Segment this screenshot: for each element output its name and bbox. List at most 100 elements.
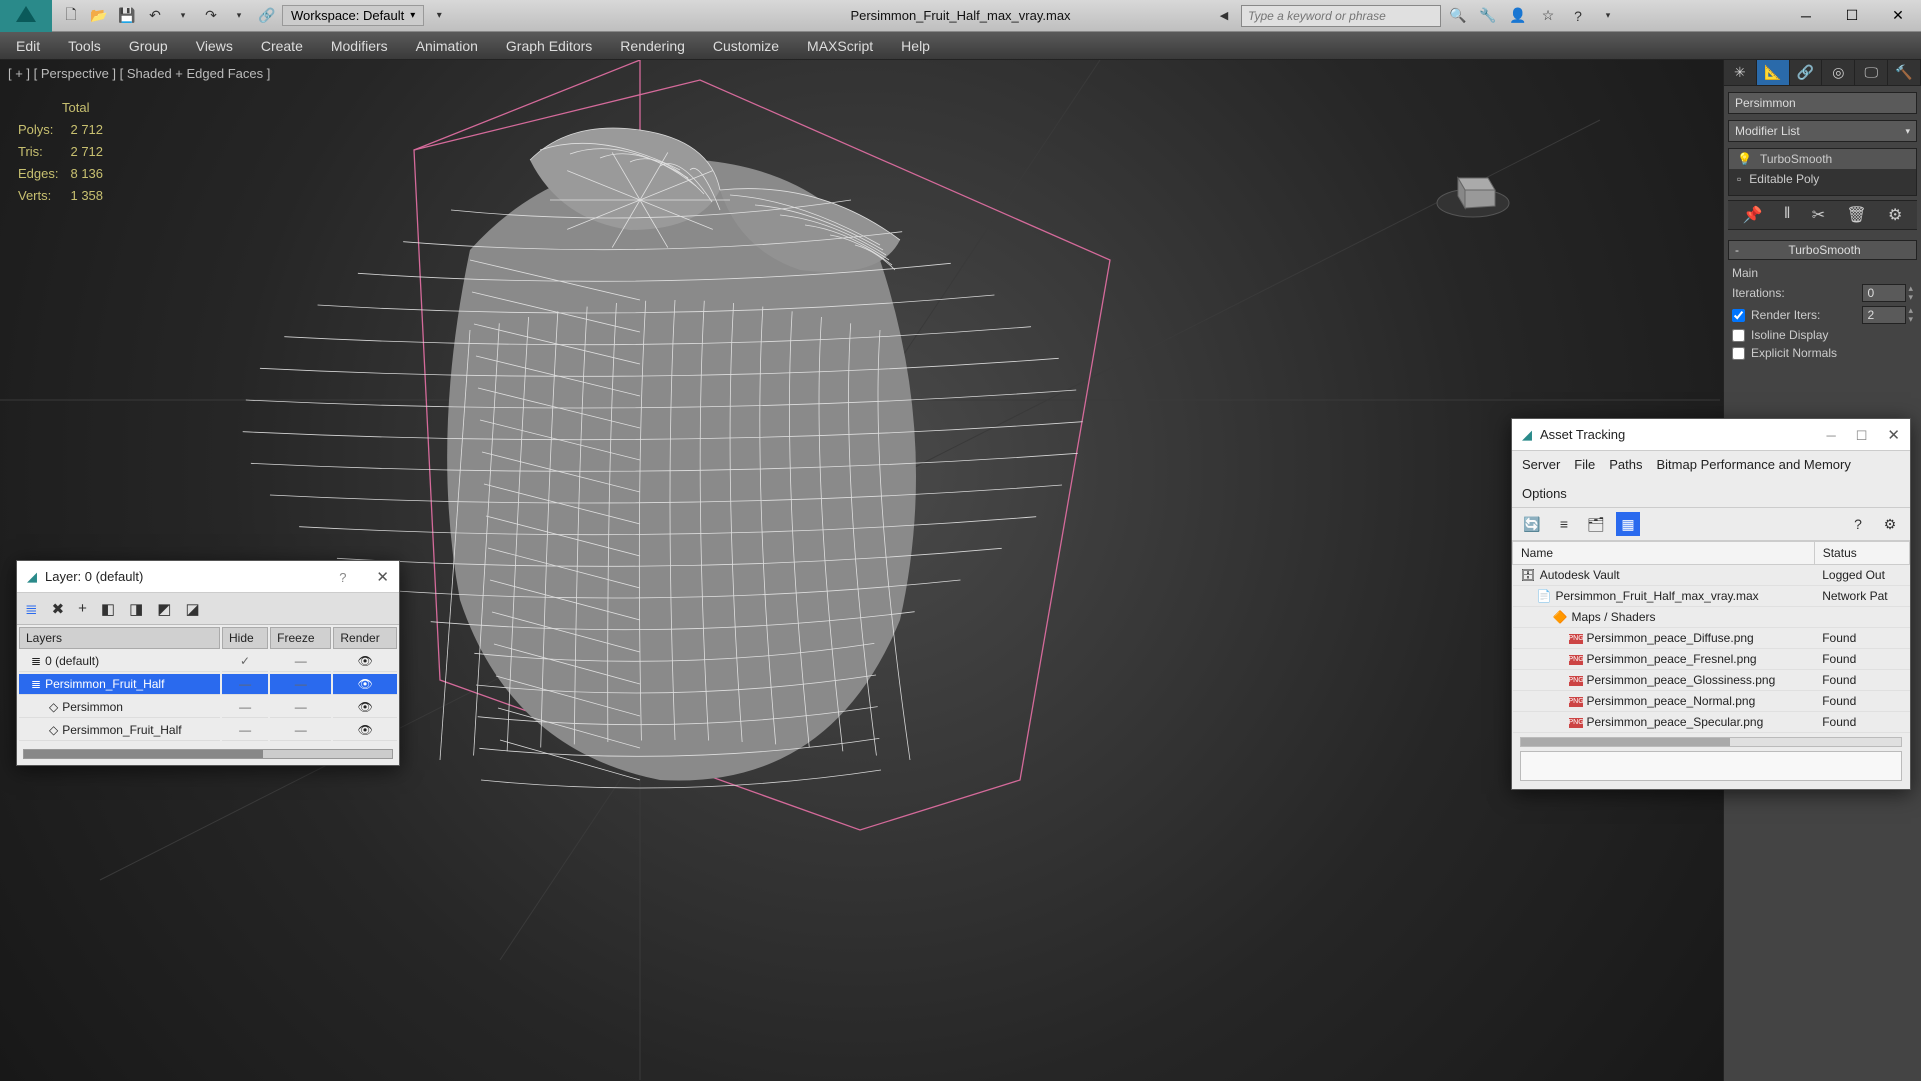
menu-modifiers[interactable]: Modifiers (331, 38, 388, 54)
asset-row[interactable]: PNGPersimmon_peace_Specular.pngFound (1513, 712, 1910, 733)
workspace-selector[interactable]: Workspace: Default ▾ (282, 5, 424, 26)
link-icon[interactable]: 🔗 (254, 3, 280, 29)
asset-col[interactable]: Status (1814, 542, 1909, 565)
layer-hide[interactable]: ✓ (222, 651, 268, 672)
menu-maxscript[interactable]: MAXScript (807, 38, 873, 54)
rollout-title[interactable]: -TurboSmooth (1728, 240, 1917, 260)
menu-create[interactable]: Create (261, 38, 303, 54)
app-icon[interactable] (0, 0, 52, 32)
layer-col[interactable]: Freeze (270, 627, 331, 649)
layer-freeze[interactable]: — (270, 697, 331, 718)
layer-dialog-titlebar[interactable]: ◢Layer: 0 (default) ?✕ (17, 561, 399, 593)
layer-freeze[interactable]: — (270, 720, 331, 741)
viewport-label[interactable]: [ + ] [ Perspective ] [ Shaded + Edged F… (8, 66, 270, 81)
layer-render[interactable]: 👁 (333, 651, 397, 672)
open-icon[interactable]: 📂 (86, 3, 112, 29)
asset-dialog-titlebar[interactable]: ◢Asset Tracking ─☐✕ (1512, 419, 1910, 451)
explicit-checkbox[interactable] (1732, 347, 1745, 360)
asset-close-button[interactable]: ✕ (1887, 427, 1900, 444)
menu-group[interactable]: Group (129, 38, 168, 54)
list-icon[interactable]: ≡ (1552, 512, 1576, 536)
asset-minimize-button[interactable]: ─ (1827, 428, 1836, 443)
tab-modify[interactable]: 📐 (1757, 60, 1790, 85)
layer-close-button[interactable]: ✕ (376, 569, 389, 586)
search-left-icon[interactable]: ◀ (1211, 3, 1237, 29)
unique-icon[interactable]: ✂ (1812, 205, 1825, 225)
layer-render[interactable]: 👁 (333, 674, 397, 695)
layer-hide[interactable]: — (222, 674, 268, 695)
options-icon[interactable]: ⚙ (1878, 512, 1902, 536)
render-iters-checkbox[interactable] (1732, 309, 1745, 322)
minimize-button[interactable]: ─ (1783, 0, 1829, 32)
hide-unhide-icon[interactable]: ◪ (185, 600, 199, 618)
asset-col[interactable]: Name (1513, 542, 1815, 565)
redo-drop-icon[interactable]: ▾ (226, 3, 252, 29)
modifier-item[interactable]: ▫Editable Poly (1729, 169, 1916, 189)
layer-row[interactable]: ◇Persimmon_Fruit_Half——👁 (19, 720, 397, 741)
asset-row[interactable]: PNGPersimmon_peace_Normal.pngFound (1513, 691, 1910, 712)
close-button[interactable]: ✕ (1875, 0, 1921, 32)
asset-menu-item[interactable]: Bitmap Performance and Memory (1657, 457, 1851, 472)
asset-row[interactable]: PNGPersimmon_peace_Fresnel.pngFound (1513, 649, 1910, 670)
layer-hide[interactable]: — (222, 697, 268, 718)
pin-icon[interactable]: 📌 (1743, 205, 1763, 225)
workspace-more-icon[interactable]: ▾ (426, 3, 452, 29)
table-icon[interactable]: ▦ (1616, 512, 1640, 536)
layer-freeze[interactable]: — (270, 674, 331, 695)
refresh-icon[interactable]: 🔄 (1520, 512, 1544, 536)
asset-row[interactable]: PNGPersimmon_peace_Glossiness.pngFound (1513, 670, 1910, 691)
isoline-checkbox[interactable] (1732, 329, 1745, 342)
layer-row[interactable]: ≣Persimmon_Fruit_Half——👁 (19, 674, 397, 695)
spinner-arrows-icon[interactable]: ▴▾ (1908, 306, 1913, 324)
asset-row[interactable]: 🔶Maps / Shaders (1513, 607, 1910, 628)
select-layer-icon[interactable]: ◨ (129, 600, 143, 618)
redo-icon[interactable]: ↷ (198, 3, 224, 29)
help-icon[interactable]: ? (1846, 512, 1870, 536)
configure-icon[interactable]: ⚙ (1888, 205, 1902, 225)
menu-rendering[interactable]: Rendering (620, 38, 685, 54)
tab-hierarchy[interactable]: 🔗 (1790, 60, 1823, 85)
menu-views[interactable]: Views (196, 38, 233, 54)
tree-icon[interactable]: 🗂 (1584, 512, 1608, 536)
layer-row[interactable]: ≣0 (default)✓—👁 (19, 651, 397, 672)
menu-help[interactable]: Help (901, 38, 930, 54)
layer-col[interactable]: Layers (19, 627, 220, 649)
layer-col[interactable]: Render (333, 627, 397, 649)
layer-help-button[interactable]: ? (339, 570, 346, 585)
layer-render[interactable]: 👁 (333, 697, 397, 718)
new-icon[interactable]: 🗋 (58, 3, 84, 29)
asset-menu-item[interactable]: Server (1522, 457, 1560, 472)
delete-layer-icon[interactable]: ✖ (52, 600, 65, 618)
menu-animation[interactable]: Animation (416, 38, 478, 54)
star-icon[interactable]: ☆ (1535, 3, 1561, 29)
menu-graph-editors[interactable]: Graph Editors (506, 38, 592, 54)
show-end-icon[interactable]: ‖ (1784, 205, 1791, 225)
undo-icon[interactable]: ↶ (142, 3, 168, 29)
spinner-arrows-icon[interactable]: ▴▾ (1908, 284, 1913, 302)
object-name-input[interactable] (1728, 92, 1917, 114)
layer-hide[interactable]: — (222, 720, 268, 741)
add-layer-icon[interactable]: + (78, 600, 87, 617)
highlight-icon[interactable]: ◩ (157, 600, 171, 618)
menu-customize[interactable]: Customize (713, 38, 779, 54)
modifier-item[interactable]: 💡TurboSmooth (1729, 149, 1916, 169)
asset-scrollbar[interactable] (1520, 737, 1902, 747)
asset-maximize-button[interactable]: ☐ (1856, 428, 1868, 443)
maximize-button[interactable]: ☐ (1829, 0, 1875, 32)
menu-edit[interactable]: Edit (16, 38, 40, 54)
layer-render[interactable]: 👁 (333, 720, 397, 741)
layer-row[interactable]: ◇Persimmon——👁 (19, 697, 397, 718)
layer-col[interactable]: Hide (222, 627, 268, 649)
layer-freeze[interactable]: — (270, 651, 331, 672)
modifier-list-dropdown[interactable]: Modifier List▾ (1728, 120, 1917, 142)
asset-row[interactable]: 🗄Autodesk VaultLogged Out (1513, 565, 1910, 586)
remove-icon[interactable]: 🗑 (1846, 205, 1866, 225)
render-iters-spinner[interactable] (1862, 306, 1906, 324)
viewcube[interactable] (1433, 148, 1513, 228)
asset-menu-item[interactable]: File (1574, 457, 1595, 472)
undo-drop-icon[interactable]: ▾ (170, 3, 196, 29)
select-obj-icon[interactable]: ◧ (101, 600, 115, 618)
wrench-icon[interactable]: 🔧 (1475, 3, 1501, 29)
asset-row[interactable]: PNGPersimmon_peace_Diffuse.pngFound (1513, 628, 1910, 649)
tab-create[interactable]: ✳ (1724, 60, 1757, 85)
